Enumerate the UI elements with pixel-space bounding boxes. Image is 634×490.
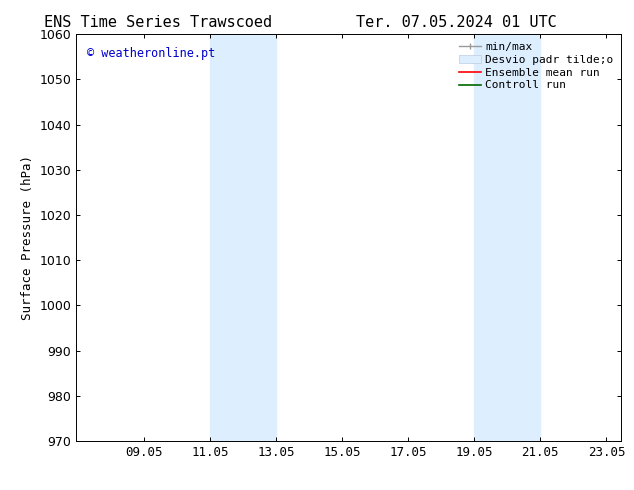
- Bar: [474, 34, 540, 441]
- Text: © weatheronline.pt: © weatheronline.pt: [87, 47, 215, 59]
- Y-axis label: Surface Pressure (hPa): Surface Pressure (hPa): [21, 155, 34, 320]
- Bar: [210, 34, 276, 441]
- Legend: min/max, Desvio padr tilde;o, Ensemble mean run, Controll run: min/max, Desvio padr tilde;o, Ensemble m…: [456, 40, 616, 93]
- Text: ENS Time Series Trawscoed: ENS Time Series Trawscoed: [44, 15, 273, 30]
- Text: Ter. 07.05.2024 01 UTC: Ter. 07.05.2024 01 UTC: [356, 15, 557, 30]
